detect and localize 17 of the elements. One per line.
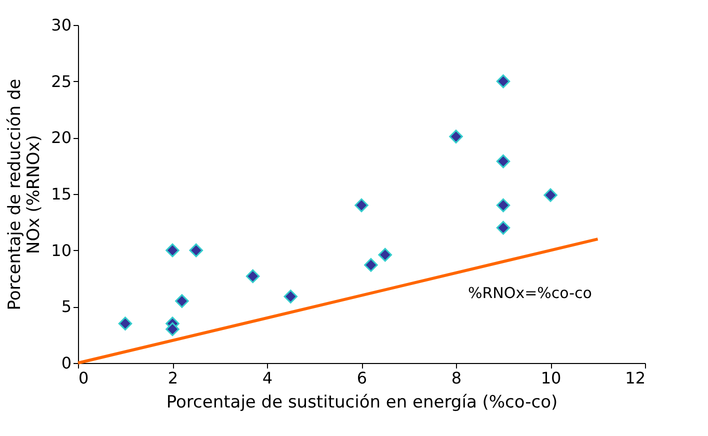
y-tick-label: 5 (61, 297, 72, 316)
x-tick-label: 8 (451, 368, 462, 388)
x-tick-label: 12 (625, 368, 646, 388)
x-tick-label: 2 (168, 368, 178, 388)
y-tick-label: 20 (51, 128, 72, 148)
annotation: %RNOx=%co-co (468, 284, 592, 302)
y-tick-label: 30 (51, 16, 72, 34)
y-tick-label: 10 (51, 240, 72, 260)
y-tick-label: 0 (61, 354, 72, 372)
x-tick-label: 4 (262, 368, 273, 388)
x-tick-label: 10 (540, 368, 562, 388)
y-tick-label: 15 (51, 184, 72, 204)
x-tick-label: 6 (356, 368, 368, 388)
y-axis-title: Porcentaje de reducción de NOx (%RNOx) (5, 78, 44, 310)
x-tick-label: 0 (78, 368, 89, 388)
x-axis-title: Porcentaje de sustitución en energía (%co-co) (166, 392, 558, 412)
y-tick-label: 25 (51, 72, 72, 91)
